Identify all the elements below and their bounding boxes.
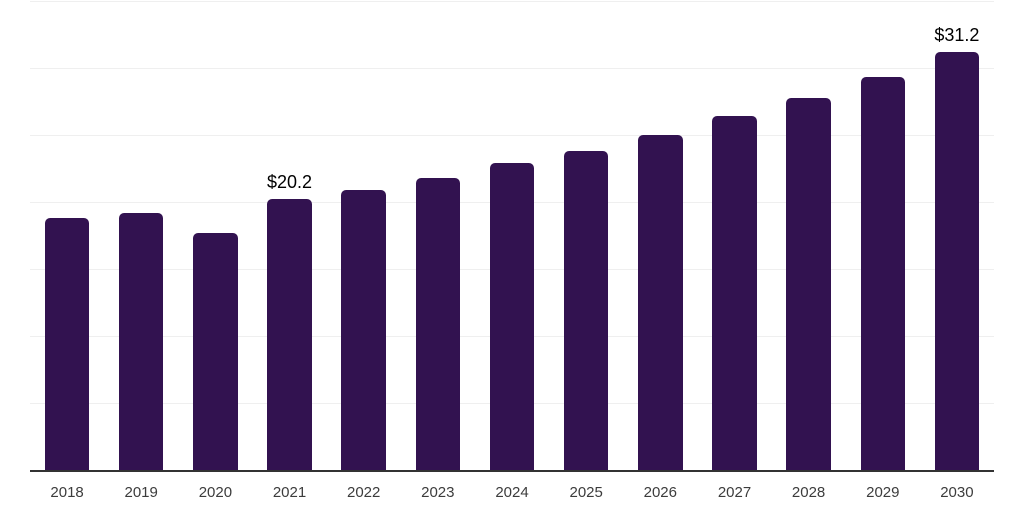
bar-2026 — [638, 135, 683, 470]
data-label-2030: $31.2 — [934, 24, 980, 45]
bar-2028 — [786, 97, 831, 470]
x-axis-line — [30, 470, 994, 472]
x-tick-label-2024: 2024 — [495, 484, 529, 501]
x-tick-label-2025: 2025 — [569, 484, 603, 501]
bar-2022 — [341, 189, 386, 470]
bar-2027 — [712, 116, 757, 470]
gridline — [30, 1, 994, 2]
bar-2019 — [118, 212, 164, 470]
x-tick-label-2018: 2018 — [50, 484, 84, 501]
gridline — [30, 68, 994, 69]
data-label-2021: $20.2 — [266, 172, 313, 193]
bar-2029 — [860, 77, 906, 470]
bar-2024 — [489, 163, 535, 470]
bar-2030 — [934, 51, 980, 470]
x-tick-label-2028: 2028 — [791, 484, 826, 501]
x-tick-label-2019: 2019 — [124, 484, 158, 501]
bar-2025 — [563, 151, 609, 470]
x-tick-label-2023: 2023 — [421, 484, 455, 501]
x-tick-label-2026: 2026 — [643, 484, 677, 501]
x-tick-label-2027: 2027 — [717, 484, 752, 501]
x-tick-label-2022: 2022 — [347, 484, 381, 501]
x-tick-label-2029: 2029 — [866, 484, 900, 501]
bar-2018 — [44, 218, 90, 470]
x-tick-label-2020: 2020 — [198, 484, 233, 501]
bar-2023 — [415, 177, 461, 470]
x-tick-label-2021: 2021 — [272, 484, 307, 501]
bar-2020 — [193, 232, 238, 470]
bar-2021 — [267, 199, 312, 470]
gridline — [30, 135, 994, 136]
x-tick-label-2030: 2030 — [940, 484, 974, 501]
